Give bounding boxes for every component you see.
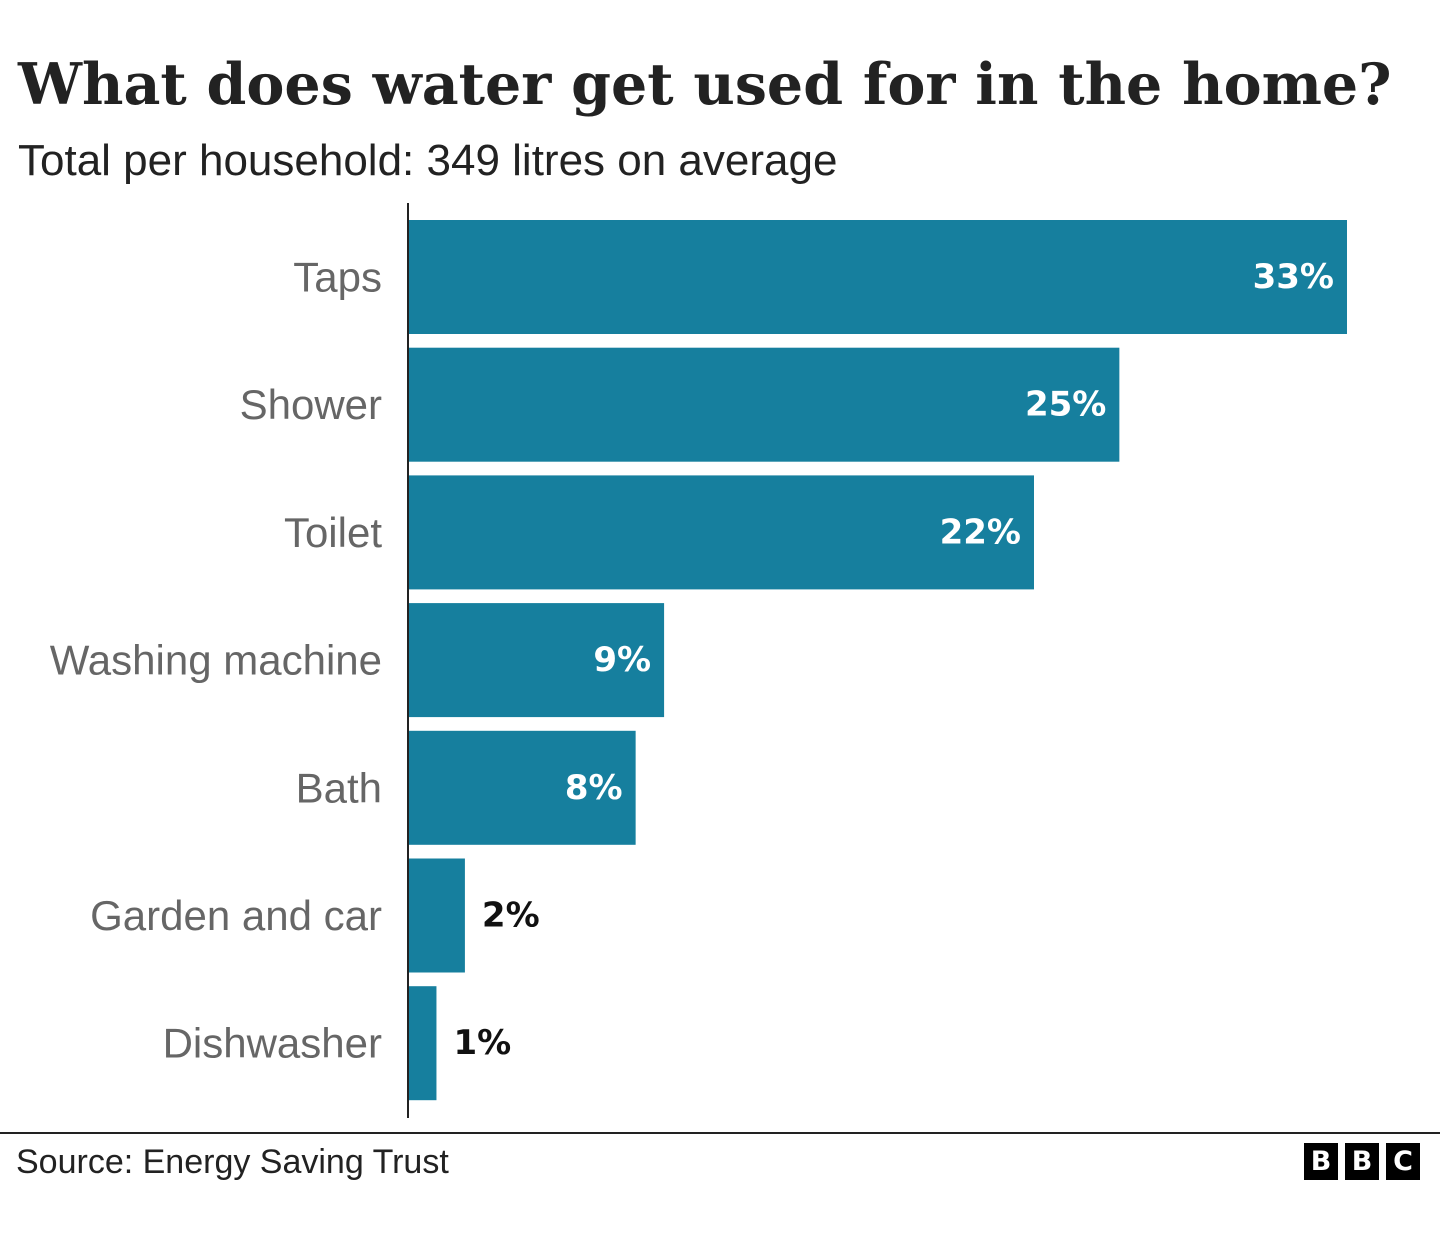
bar-dishwasher — [408, 986, 437, 1101]
category-label: Taps — [293, 254, 382, 301]
bar-shower — [408, 347, 1120, 462]
bbc-logo-letter: B — [1304, 1143, 1338, 1180]
category-label: Bath — [296, 764, 382, 811]
data-label: 9% — [593, 640, 651, 680]
bar-washing-machine — [408, 603, 665, 718]
data-label: 22% — [940, 512, 1021, 552]
bar-taps — [408, 220, 1347, 334]
category-label: Shower — [240, 381, 382, 428]
data-label: 25% — [1025, 385, 1106, 425]
data-label: 33% — [1253, 257, 1334, 297]
bar-chart: Taps 33% Shower 25% Toilet 22% Washing machine… — [50, 203, 1347, 1118]
chart-title: What does water get used for in the home… — [18, 51, 1392, 118]
bbc-logo: B B C — [1304, 1143, 1420, 1180]
category-label: Dishwasher — [163, 1020, 382, 1067]
chart-subtitle: Total per household: 349 litres on avera… — [18, 136, 838, 185]
source-note: Source: Energy Saving Trust — [16, 1143, 449, 1181]
category-label: Garden and car — [90, 892, 382, 939]
bar-garden-and-car — [408, 858, 465, 973]
data-label: 1% — [453, 1023, 511, 1063]
bbc-logo-letter: B — [1345, 1143, 1379, 1180]
data-label: 8% — [565, 768, 623, 808]
data-label: 2% — [482, 896, 540, 936]
category-label: Toilet — [284, 509, 382, 556]
category-label: Washing machine — [50, 637, 382, 684]
bar-bath — [408, 730, 636, 845]
bar-toilet — [408, 475, 1034, 590]
bbc-logo-letter: C — [1386, 1143, 1420, 1180]
footer-rule — [0, 1132, 1440, 1134]
